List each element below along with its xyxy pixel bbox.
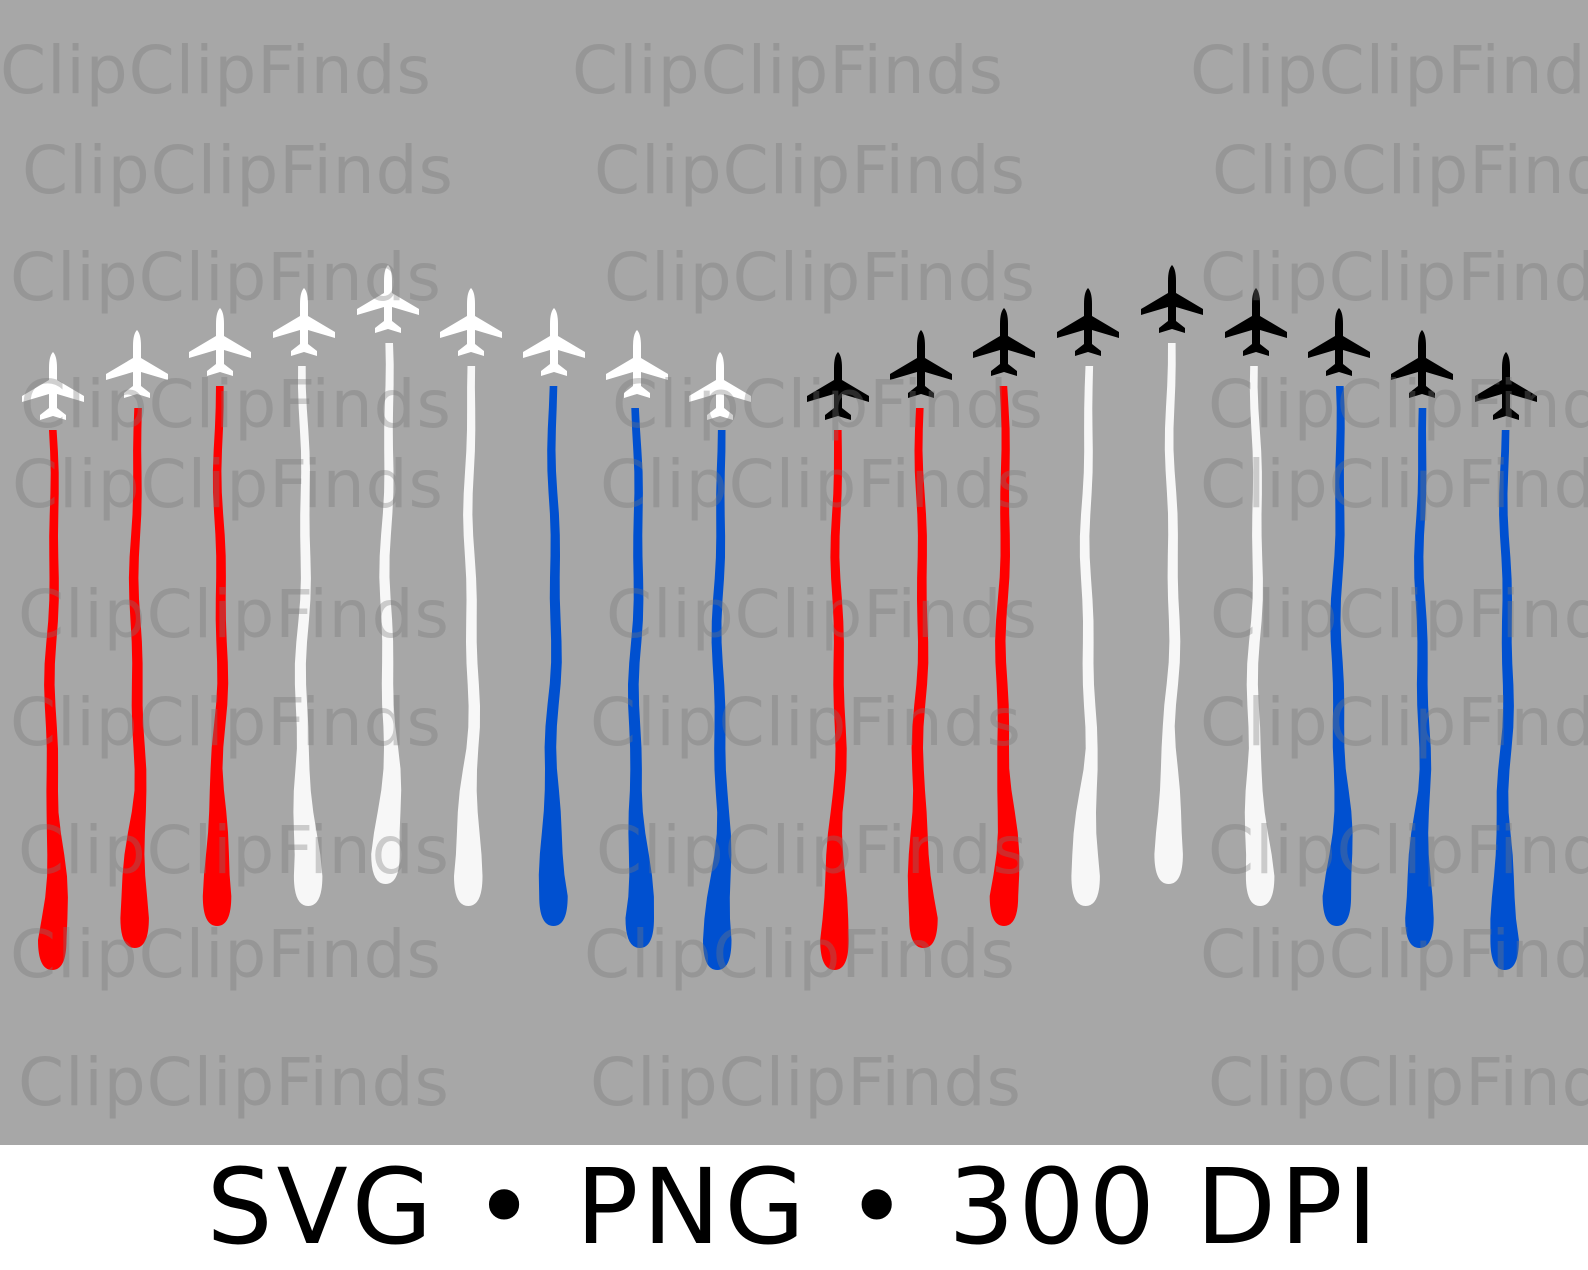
white-smoke-trail [454, 366, 483, 906]
white-footer-band [0, 1145, 1588, 1270]
airplane-icon [1391, 330, 1453, 398]
red-smoke-trail [820, 430, 849, 970]
airplane-icon [807, 352, 869, 420]
blue-smoke-trail [538, 386, 568, 926]
red-smoke-trail [120, 408, 149, 948]
blue-smoke-trail [1322, 386, 1353, 926]
blue-smoke-trail [1490, 430, 1519, 970]
airplane-icon [357, 265, 419, 333]
airplane-icon [1057, 288, 1119, 356]
white-smoke-trail [371, 343, 402, 884]
white-smoke-trail [1071, 366, 1100, 906]
airplane-icon [1141, 265, 1203, 333]
airplane-icon [523, 308, 585, 376]
red-smoke-trail [38, 430, 68, 970]
airplane-icon [606, 330, 668, 398]
airplane-icon [106, 330, 168, 398]
red-smoke-trail [907, 408, 938, 948]
format-caption: SVG • PNG • 300 DPI [206, 1146, 1382, 1268]
airplane-icon [890, 330, 952, 398]
red-smoke-trail [989, 386, 1020, 926]
white-smoke-trail [1244, 366, 1275, 906]
airplane-icon [689, 352, 751, 420]
white-smoke-trail [293, 366, 323, 906]
airplane-icon [440, 288, 502, 356]
blue-smoke-trail [1405, 408, 1434, 948]
jets-layer [22, 265, 1537, 970]
airplane-icon [22, 352, 84, 420]
airplane-icon [973, 308, 1035, 376]
airplane-icon [1225, 288, 1287, 356]
blue-smoke-trail [625, 408, 654, 948]
airplane-icon [273, 288, 335, 356]
airplane-icon [1475, 352, 1537, 420]
blue-smoke-trail [703, 430, 732, 970]
airplane-icon [1308, 308, 1370, 376]
white-smoke-trail [1154, 343, 1183, 884]
airplane-icon [189, 308, 251, 376]
red-smoke-trail [202, 386, 232, 926]
gray-background [0, 0, 1588, 1145]
